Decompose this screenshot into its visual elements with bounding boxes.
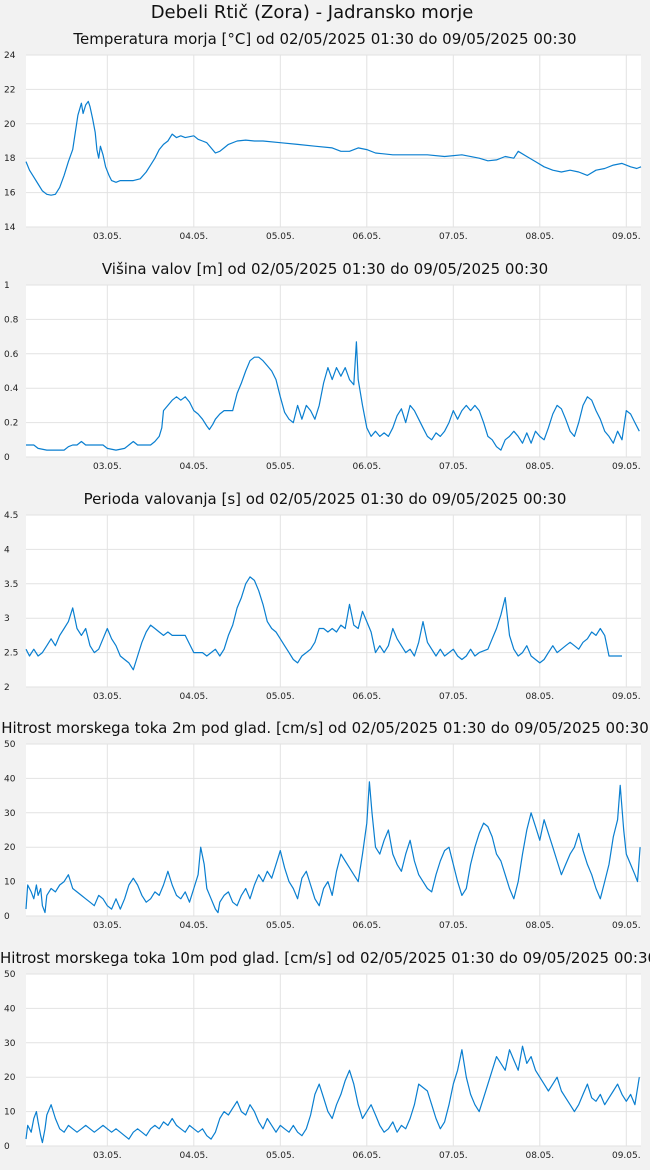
x-tick-label: 06.05. [352,692,381,702]
current-2m-chart: Hitrost morskega toka 2m pod glad. [cm/s… [0,719,650,931]
chart-title: Višina valov [m] od 02/05/2025 01:30 do … [101,260,549,278]
x-tick-label: 06.05. [352,921,381,931]
plot-area [26,974,641,1146]
y-tick-label: 40 [4,774,16,784]
x-tick-label: 06.05. [352,1151,381,1161]
x-tick-label: 07.05. [439,462,468,472]
y-tick-label: 30 [4,809,16,819]
chart-title: Hitrost morskega toka 2m pod glad. [cm/s… [1,719,649,737]
series-line [25,781,641,914]
x-tick-label: 03.05. [93,232,122,242]
series-line [26,341,640,451]
x-tick-label: 05.05. [266,692,295,702]
x-tick-label: 04.05. [179,232,208,242]
y-tick-label: 0.8 [4,315,19,325]
y-tick-label: 20 [4,120,16,130]
y-tick-label: 10 [4,878,16,888]
x-tick-label: 08.05. [525,1151,554,1161]
x-tick-label: 05.05. [266,232,295,242]
x-tick-label: 08.05. [525,462,554,472]
current-10m-plot: 0 10 20 30 40 50 03.05. 04.05. 05.05. 06.05. 07.05… [4,970,641,1161]
y-tick-label: 40 [4,1004,16,1014]
x-tick-label: 05.05. [266,921,295,931]
chart-title: Temperatura morja [°C] od 02/05/2025 01:… [73,30,577,48]
wave-period-plot: 2 2.5 3 3.5 4 4.5 03.05. 04.05. 05.05. 06.05. 07.0… [4,511,641,702]
x-tick-label: 05.05. [266,462,295,472]
y-tick-label: 3.5 [4,580,18,590]
y-tick-label: 4.5 [4,511,18,521]
x-tick-label: 08.05. [525,692,554,702]
y-tick-label: 4 [4,545,10,555]
x-tick-label: 09.05. [612,1151,641,1161]
temperature-chart: Temperatura morja [°C] od 02/05/2025 01:… [0,30,650,242]
y-tick-label: 22 [4,85,15,95]
x-tick-label: 06.05. [352,232,381,242]
y-tick-label: 0.4 [4,384,19,394]
x-tick-label: 06.05. [352,462,381,472]
y-tick-label: 1 [4,281,10,291]
x-tick-label: 04.05. [179,1151,208,1161]
series-line [25,1045,640,1144]
y-tick-label: 0 [4,453,10,463]
page-title: Debeli Rtič (Zora) - Jadransko morje [150,2,474,23]
current-2m-plot: 0 10 20 30 40 50 03.05. 04.05. 05.05. 06.05. 07.05… [4,740,641,931]
x-tick-label: 03.05. [93,1151,122,1161]
temperature-plot: 14 16 18 20 22 24 03.05. 04.05. 05.05. 06.05. 07.0… [4,51,642,242]
y-tick-label: 20 [4,1073,16,1083]
x-tick-label: 08.05. [525,232,554,242]
y-tick-label: 50 [4,970,16,980]
x-tick-label: 09.05. [612,462,641,472]
wave-height-plot: 0 0.2 0.4 0.6 0.8 1 03.05. 04.05. 05.05. 06.05. 07… [4,281,641,472]
y-tick-label: 20 [4,843,16,853]
y-tick-label: 3 [4,614,10,624]
y-tick-label: 24 [4,51,16,61]
x-tick-label: 03.05. [93,462,122,472]
x-tick-label: 04.05. [179,921,208,931]
wave-period-chart: Perioda valovanja [s] od 02/05/2025 01:3… [0,490,650,702]
series-line [25,576,622,671]
x-tick-label: 04.05. [179,462,208,472]
plot-area [26,285,641,457]
y-tick-label: 0.2 [4,419,18,429]
wave-height-chart: Višina valov [m] od 02/05/2025 01:30 do … [0,260,650,472]
y-tick-label: 0 [4,1142,10,1152]
plot-area [26,515,641,687]
x-tick-label: 07.05. [439,692,468,702]
series-line [25,100,642,196]
x-tick-label: 07.05. [439,232,468,242]
y-tick-label: 30 [4,1039,16,1049]
y-tick-label: 50 [4,740,16,750]
x-tick-label: 07.05. [439,1151,468,1161]
x-tick-label: 07.05. [439,921,468,931]
chart-title: Perioda valovanja [s] od 02/05/2025 01:3… [83,490,567,508]
x-tick-label: 03.05. [93,692,122,702]
x-tick-label: 04.05. [179,692,208,702]
y-tick-label: 18 [4,154,16,164]
y-tick-label: 14 [4,223,16,233]
y-tick-label: 0 [4,912,10,922]
x-tick-label: 05.05. [266,1151,295,1161]
x-tick-label: 08.05. [525,921,554,931]
y-tick-label: 2.5 [4,649,18,659]
current-10m-chart: Hitrost morskega toka 10m pod glad. [cm/… [0,949,650,1164]
chart-title: Hitrost morskega toka 10m pod glad. [cm/… [0,949,650,967]
plot-area [26,55,641,227]
y-tick-label: 2 [4,683,10,693]
x-tick-label: 03.05. [93,921,122,931]
x-tick-label: 09.05. [612,921,641,931]
y-tick-label: 16 [4,189,16,199]
y-tick-label: 0.6 [4,350,19,360]
x-tick-label: 09.05. [612,232,641,242]
y-tick-label: 10 [4,1108,16,1118]
x-tick-label: 09.05. [612,692,641,702]
